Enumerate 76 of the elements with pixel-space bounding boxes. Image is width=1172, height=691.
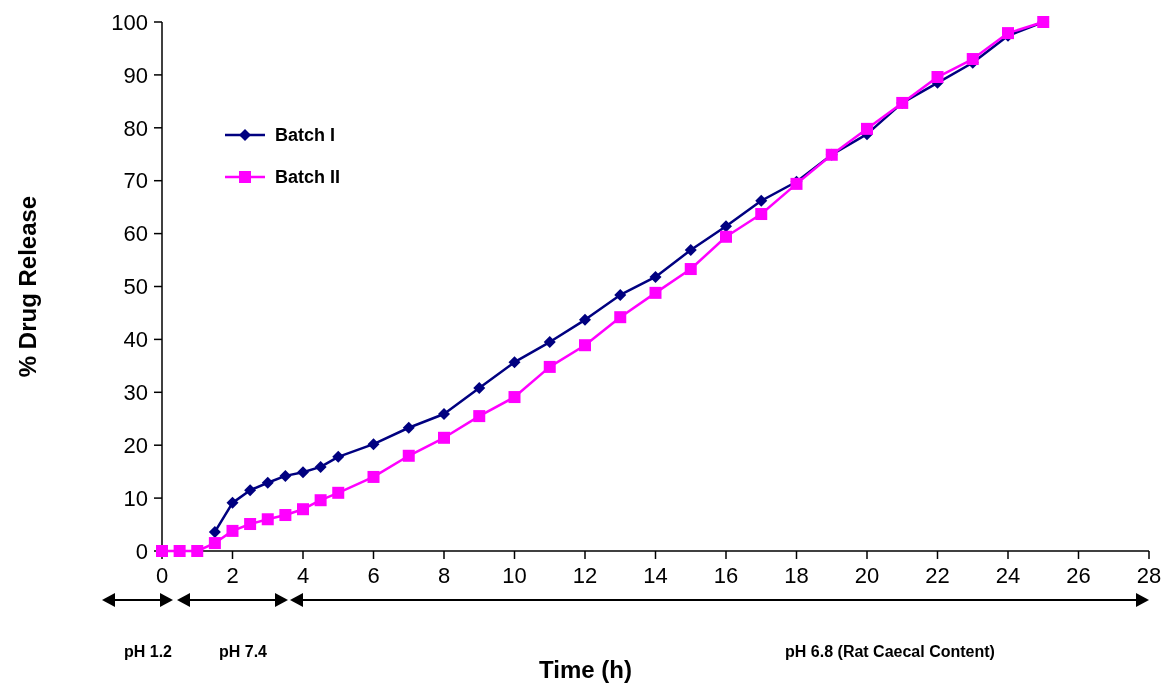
text: pH 1.2 [123,643,173,660]
point [367,470,380,483]
point [297,503,309,516]
y-tick-label: 30 [123,380,148,405]
point [173,545,186,557]
point [261,513,274,526]
point [473,410,486,423]
y-tick-label: 100 [111,9,148,35]
point [332,486,345,499]
point [508,356,521,369]
point [208,525,221,538]
point [244,484,257,497]
x-tick-label: 8 [437,563,451,588]
y-tick-label: 40 [123,327,148,353]
point [244,518,257,531]
point [579,313,591,326]
x-tick-label: 2 [226,563,239,588]
point [649,270,662,283]
point [755,194,768,207]
point [438,407,450,420]
point [314,494,327,507]
point [543,360,556,373]
x-tick-label: 26 [1066,563,1091,588]
point [297,466,309,479]
point [208,537,221,550]
x-tick-label: 0 [155,563,169,588]
text: pH 7.4 [218,643,268,660]
x-tick-label: 14 [643,563,668,588]
point [226,524,239,537]
y-tick-label: 0 [135,538,148,564]
text: pH 6.8 (Rat Caecal Content) [785,643,995,660]
point [508,391,521,404]
point [649,286,662,299]
x-tick-label: 20 [854,563,880,588]
y-tick-label: 10 [123,485,148,511]
x-tick-label: 12 [572,563,598,588]
point [332,450,345,463]
point [279,509,292,522]
y-axis-title: % Drug Release [14,195,41,378]
point [402,449,415,462]
point [684,263,697,276]
y-tick-label: 20 [123,432,148,458]
point [861,122,873,135]
point [755,208,768,221]
point [402,421,415,434]
y-tick-label: 70 [123,168,148,194]
point [579,339,591,352]
point [720,230,732,243]
point [314,460,327,473]
legend-label: Batch I [275,125,336,146]
point [614,311,627,324]
point [367,438,380,451]
point [279,469,292,482]
legend-label: Batch II [275,167,341,188]
x-tick-label: 4 [296,563,310,588]
x-tick-label: 6 [367,563,380,588]
point [473,382,486,395]
x-axis-title: Time (h) [539,656,632,683]
point [191,545,204,557]
point [614,288,627,301]
y-tick-label: 90 [123,62,148,88]
point [226,496,239,509]
point [931,71,944,84]
y-tick-label: 60 [123,221,148,247]
x-tick-label: 24 [995,563,1021,588]
point [261,476,274,489]
y-tick-label: 50 [123,274,148,300]
x-tick-label: 16 [713,563,739,588]
x-tick-label: 10 [502,563,527,588]
point [543,336,556,349]
x-tick-label: 18 [784,563,809,588]
x-tick-label: 22 [925,563,950,588]
point [684,244,697,256]
y-tick-label: 80 [123,115,148,141]
point [438,431,450,444]
x-tick-label: 28 [1136,563,1162,588]
